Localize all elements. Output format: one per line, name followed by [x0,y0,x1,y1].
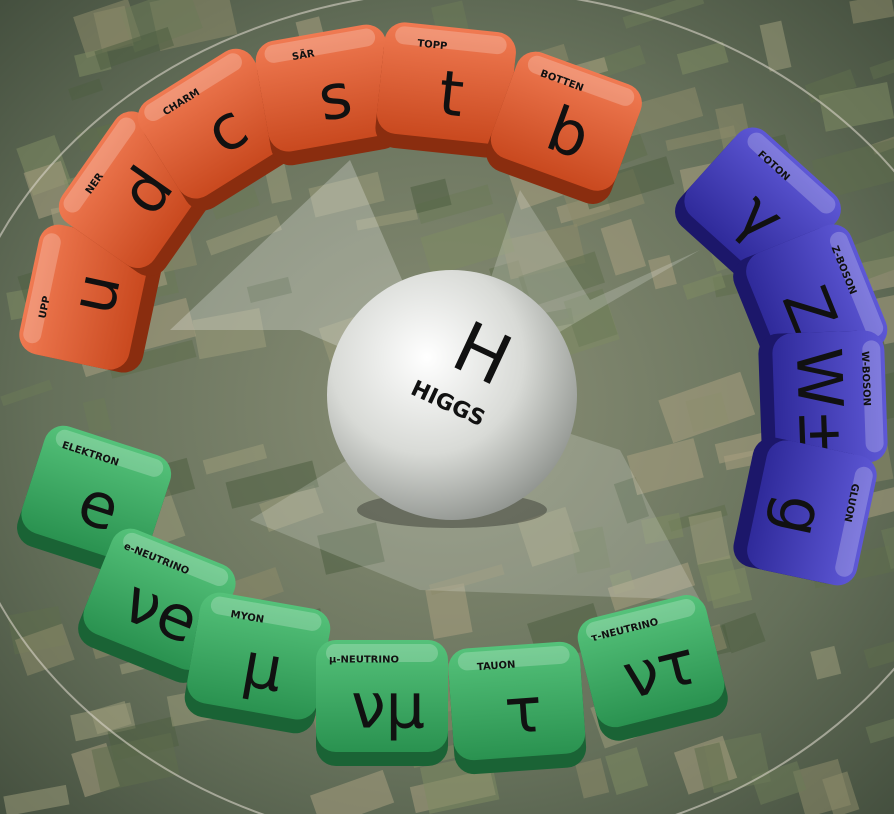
particle-name: W-BOSON [859,351,872,406]
scene: UPPuNERdCHARMcSÄRsTOPPtBOTTENbFOTONγZ-BO… [0,0,894,814]
particle-tile: μ-NEUTRINO νμ [316,640,448,766]
particle-name: μ-NEUTRINO [329,655,399,666]
particle-symbol: νμ [351,670,425,743]
particle-symbol: τ [502,673,544,748]
